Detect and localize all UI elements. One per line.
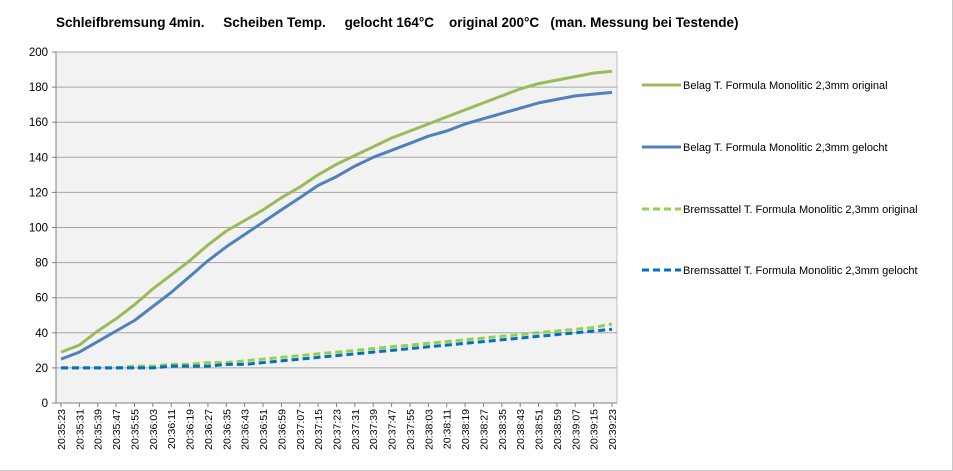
- legend-label-3: Bremssattel T. Formula Monolitic 2,3mm o…: [683, 204, 918, 216]
- x-tick-label: 20:36:35: [221, 409, 233, 450]
- x-tick-label: 20:35:47: [111, 409, 123, 450]
- x-tick-label: 20:37:07: [295, 409, 307, 450]
- x-tick-label: 20:39:07: [570, 409, 582, 450]
- x-tick-label: 20:37:55: [405, 409, 417, 450]
- x-tick-label: 20:35:31: [74, 409, 86, 450]
- series-lines: [60, 69, 613, 370]
- y-tick-label: 0: [42, 398, 48, 410]
- series-line-3: [61, 322, 613, 370]
- y-tick-label: 160: [29, 117, 48, 129]
- y-tick-label: 40: [35, 328, 48, 340]
- y-tick-label: 180: [29, 82, 48, 94]
- x-tick-label: 20:36:03: [148, 409, 160, 450]
- x-tick-label: 20:36:51: [258, 409, 270, 450]
- chart-title: Schleifbremsung 4min. Scheiben Temp. gel…: [56, 15, 738, 30]
- x-tick-label: 20:38:51: [534, 409, 546, 450]
- y-tick-label: 140: [29, 152, 48, 164]
- y-tick-label: 80: [35, 258, 48, 270]
- x-tick-label: 20:39:15: [589, 409, 601, 450]
- x-tick-label: 20:38:59: [552, 409, 564, 450]
- x-tick-label: 20:36:11: [166, 409, 178, 449]
- x-tick-label: 20:38:03: [423, 409, 435, 450]
- y-tick-label: 20: [35, 363, 48, 375]
- series-line-1: [60, 69, 613, 354]
- y-tick-label: 120: [29, 187, 48, 199]
- x-tick-label: 20:36:19: [185, 409, 197, 450]
- y-tick-label: 200: [29, 47, 48, 59]
- y-tick-label: 100: [29, 223, 48, 235]
- series-line-2: [60, 90, 613, 361]
- x-tick-label: 20:36:27: [203, 409, 215, 450]
- x-tick-label: 20:38:43: [515, 409, 527, 450]
- legend-label-4: Bremssattel T. Formula Monolitic 2,3mm g…: [683, 265, 918, 277]
- x-tick-label: 20:37:23: [332, 409, 344, 450]
- x-tick-label: 20:38:27: [478, 409, 490, 450]
- x-tick-label: 20:36:59: [276, 409, 288, 450]
- x-tick-label: 20:35:23: [56, 409, 68, 450]
- x-tick-label: 20:37:47: [387, 409, 399, 450]
- x-tick-label: 20:38:19: [460, 409, 472, 450]
- x-tick-label: 20:35:55: [129, 409, 141, 450]
- x-tick-label: 20:38:11: [442, 409, 454, 449]
- series-line-4: [61, 327, 613, 370]
- x-tick-label: 20:37:15: [313, 409, 325, 450]
- axes: 0 20 40 60 80 100 120 140 160 180 200 20:35:23 20:35…: [29, 47, 619, 450]
- x-tick-label: 20:36:43: [240, 409, 252, 450]
- x-tick-label: 20:39:23: [607, 409, 619, 450]
- x-tick-label: 20:38:35: [497, 409, 509, 450]
- legend-label-2: Belag T. Formula Monolitic 2,3mm gelocht: [683, 142, 888, 154]
- x-tick-label: 20:37:39: [368, 409, 380, 450]
- legend-label-1: Belag T. Formula Monolitic 2,3mm origina…: [683, 80, 888, 92]
- x-tick-label: 20:37:31: [350, 409, 362, 450]
- legend: Belag T. Formula Monolitic 2,3mm origina…: [642, 80, 918, 277]
- x-tick-label: 20:35:39: [93, 409, 105, 450]
- y-tick-label: 60: [35, 293, 48, 305]
